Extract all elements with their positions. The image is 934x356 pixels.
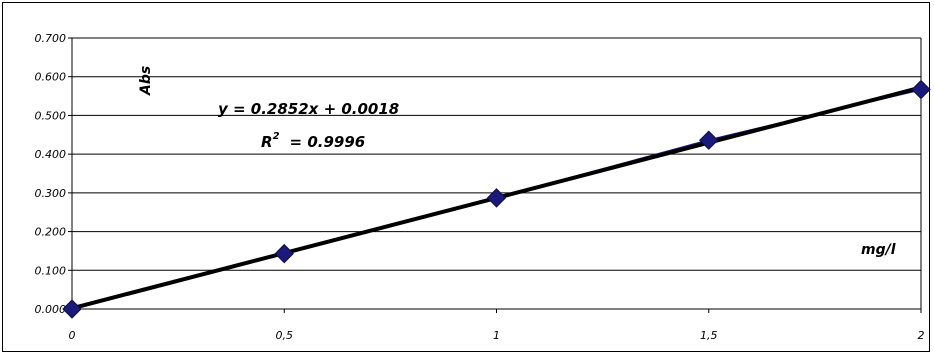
chart-frame: 0.000 0.100 0.200 0.300 0.400 0.500 0.600 0.700…	[2, 2, 931, 352]
y-tick-label-2: 0.200	[35, 226, 67, 239]
r-squared-value: = 0.9996	[290, 133, 366, 151]
x-tick-label-0: 0	[69, 329, 76, 342]
r-squared-prefix: R	[261, 133, 273, 151]
data-point-1	[274, 243, 294, 264]
x-tick-label-1: 0,5	[276, 329, 294, 342]
x-tick-label-2: 1	[493, 329, 500, 342]
y-tick-label-7: 0.700	[35, 32, 67, 45]
y-tick-label-6: 0.600	[35, 71, 67, 84]
axes	[68, 37, 922, 313]
y-tick-label-1: 0.100	[35, 264, 67, 277]
r-squared-superscript: 2	[273, 131, 280, 142]
y-tick-label-0: 0.000	[35, 303, 67, 316]
data-point-0	[62, 299, 82, 319]
data-point-2	[486, 188, 507, 208]
trendline-group	[62, 79, 931, 319]
y-tick-label-3: 0.300	[35, 187, 67, 200]
gridlines	[72, 37, 921, 310]
calibration-chart: 0.000 0.100 0.200 0.300 0.400 0.500 0.600 0.700…	[35, 32, 931, 342]
data-point-3	[699, 130, 719, 150]
y-tick-label-4: 0.400	[35, 148, 67, 161]
trendline-equation: y = 0.2852x + 0.0018	[218, 100, 399, 118]
tick-labels: 0.000 0.100 0.200 0.300 0.400 0.500 0.600 0.700…	[35, 32, 925, 342]
data-point-4	[911, 79, 931, 100]
x-axis-title: mg/l	[861, 242, 896, 258]
x-tick-label-3: 1,5	[700, 329, 718, 342]
y-axis-title: Abs	[138, 66, 154, 96]
y-tick-label-5: 0.500	[35, 109, 67, 122]
r-squared-label: R2 = 0.9996	[261, 131, 365, 151]
x-tick-label-4: 2	[918, 329, 925, 342]
